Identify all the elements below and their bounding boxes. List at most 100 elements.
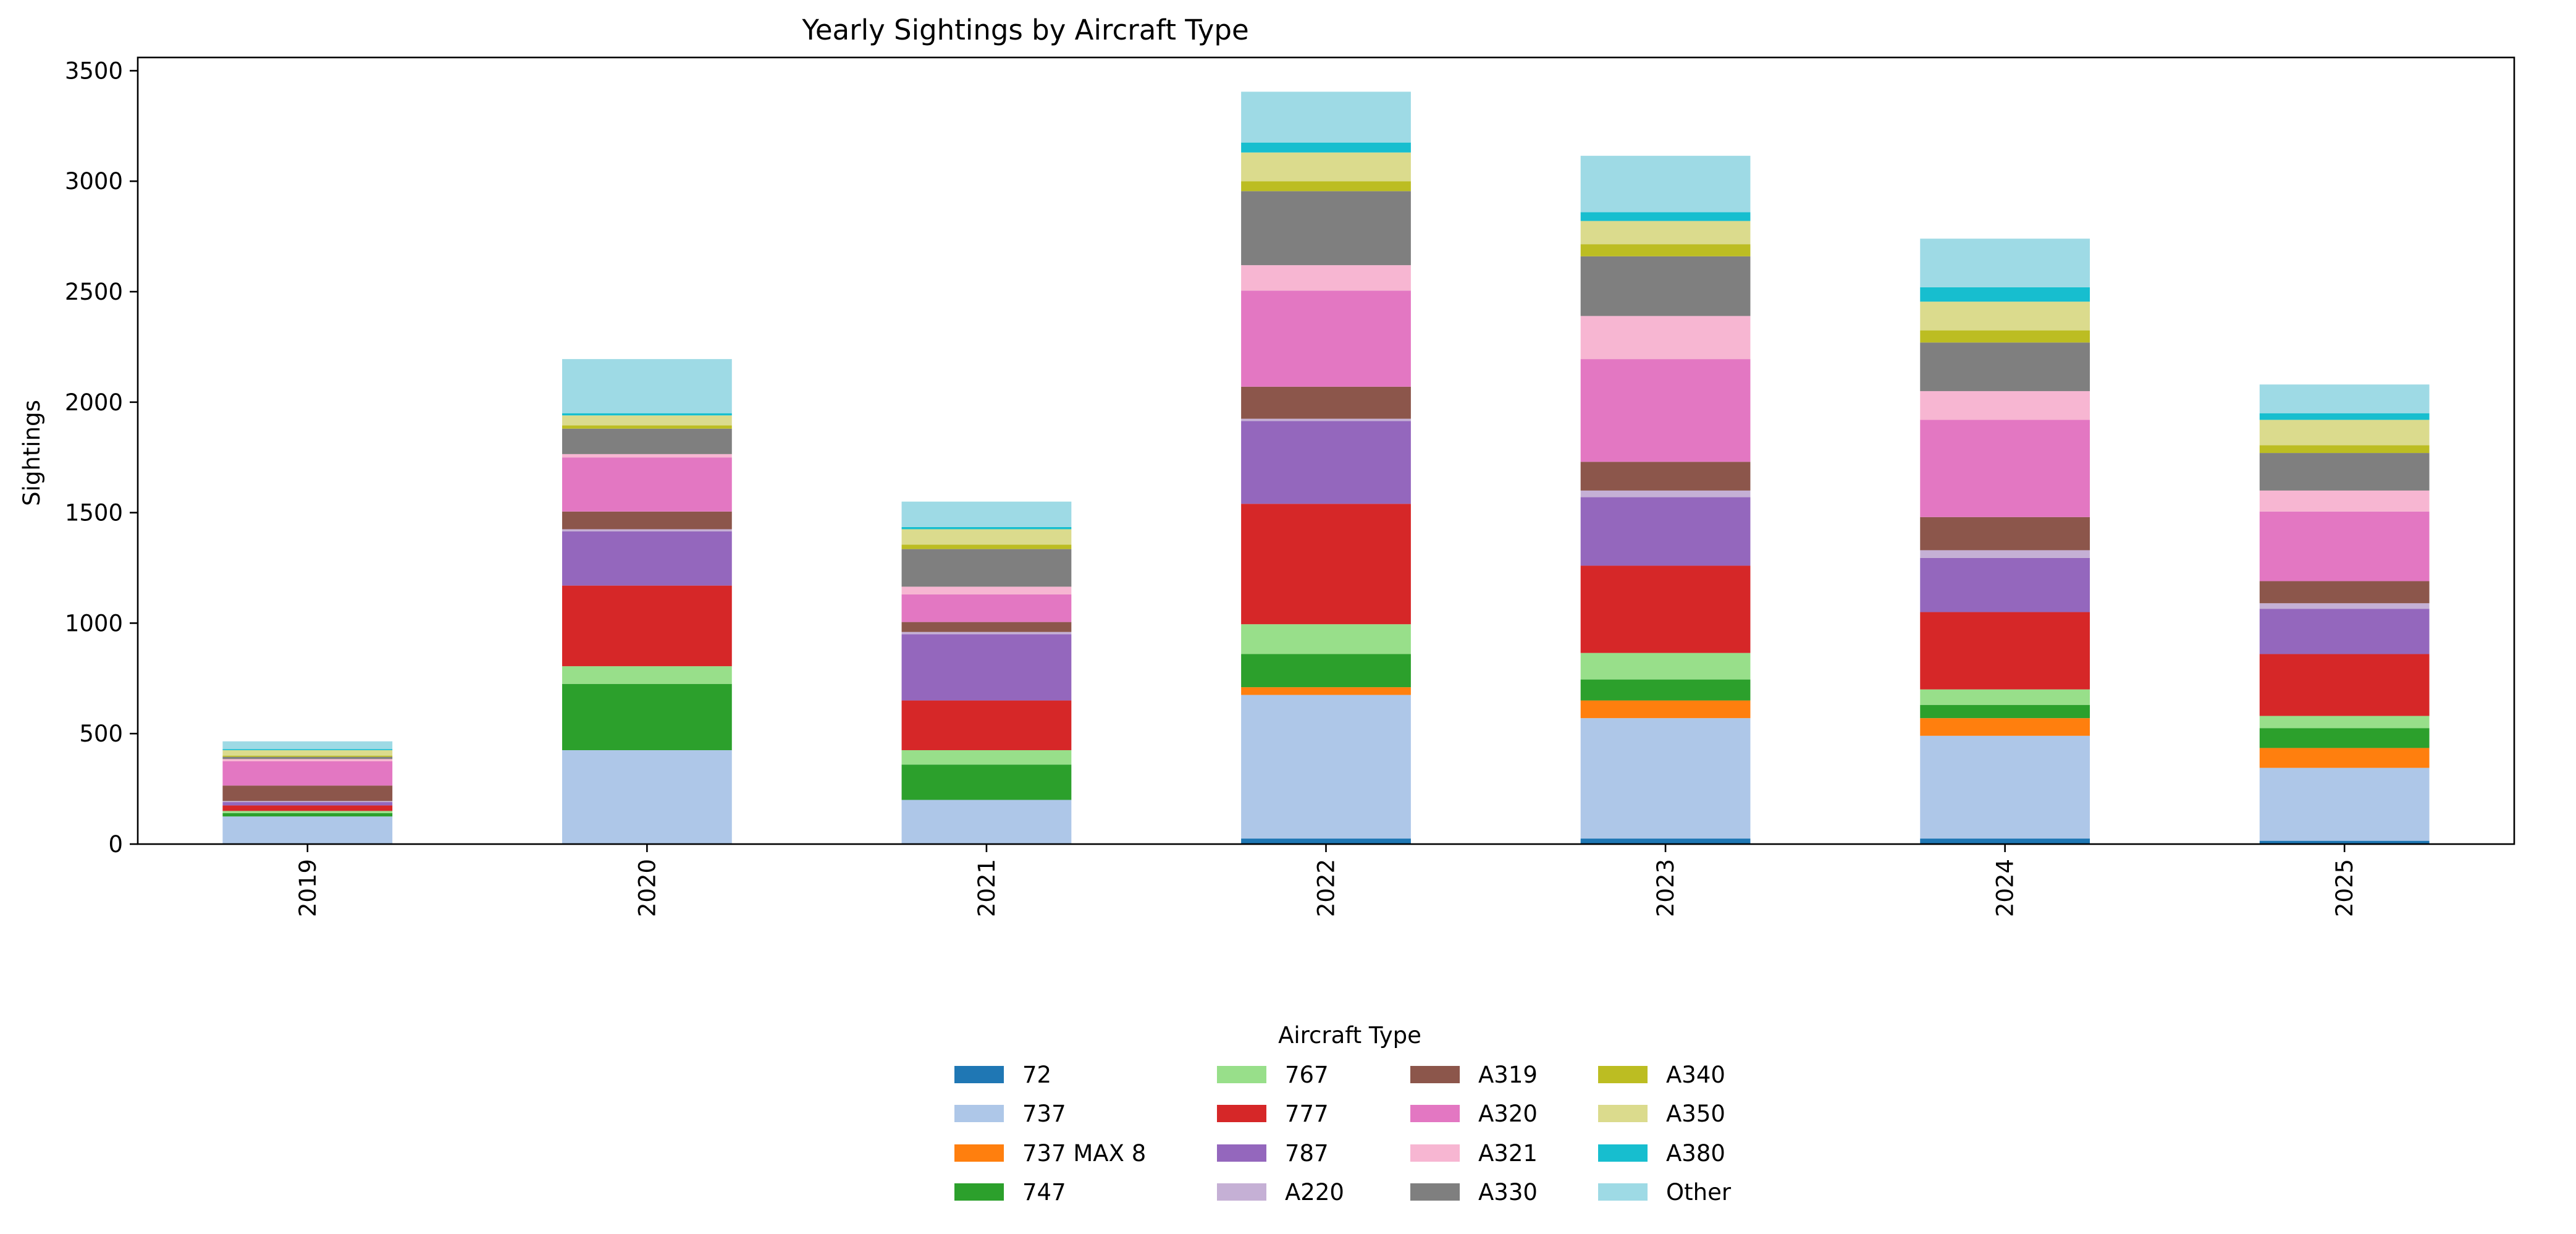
legend-label-a330: A330	[1478, 1179, 1538, 1206]
x-tick-label-2023: 2023	[1652, 859, 1679, 917]
bar-segment-2019-s7	[222, 801, 393, 803]
bar-segment-2025-s8	[2259, 581, 2430, 604]
bar-segment-2022-s3	[1241, 654, 1411, 688]
bar-segment-2024-s3	[1920, 704, 2090, 719]
bar-segment-2023-s3	[1580, 679, 1751, 701]
bar-segment-2025-s0	[2259, 840, 2430, 844]
chart-title: Yearly Sightings by Aircraft Type	[801, 14, 1248, 46]
bar-segment-2023-s2	[1580, 700, 1751, 719]
legend-label-787: 787	[1285, 1140, 1329, 1167]
bar-segment-2019-s11	[222, 756, 393, 759]
bar-segment-2024-s14	[1920, 287, 2090, 302]
bar-segment-2020-s14	[562, 413, 732, 416]
legend-label-737-max-8: 737 MAX 8	[1022, 1140, 1146, 1167]
bar-segment-2024-s10	[1920, 391, 2090, 420]
bar-segment-2024-s8	[1920, 517, 2090, 551]
bar-segment-2024-s6	[1920, 557, 2090, 612]
y-tick-label: 2000	[65, 389, 123, 416]
bar-segment-2022-s8	[1241, 386, 1411, 419]
bar-segment-2021-s9	[901, 594, 1072, 622]
bar-segment-2022-s15	[1241, 91, 1411, 143]
bar-segment-2022-s1	[1241, 695, 1411, 839]
bar-segment-2023-s1	[1580, 718, 1751, 839]
y-tick-label: 3500	[65, 57, 123, 84]
bar-segment-2025-s7	[2259, 603, 2430, 609]
y-tick-label: 0	[108, 831, 123, 858]
bar-segment-2024-s2	[1920, 718, 2090, 736]
bar-segment-2025-s1	[2259, 767, 2430, 841]
legend-label-a220: A220	[1285, 1179, 1344, 1206]
bar-segment-2023-s11	[1580, 256, 1751, 316]
bar-segment-2023-s5	[1580, 565, 1751, 653]
y-axis-title: Sightings	[19, 400, 45, 506]
bar-segment-2020-s8	[562, 511, 732, 530]
bar-segment-2019-s5	[222, 805, 393, 811]
bar-segment-2022-s4	[1241, 624, 1411, 654]
legend-label-other: Other	[1666, 1179, 1732, 1206]
bar-segment-2025-s15	[2259, 384, 2430, 413]
legend-swatch-737-max-8	[954, 1144, 1004, 1162]
bar-segment-2022-s11	[1241, 191, 1411, 266]
bar-segment-2024-s7	[1920, 550, 2090, 558]
bar-segment-2019-s12	[222, 755, 393, 757]
bar-segment-2022-s12	[1241, 181, 1411, 192]
bar-segment-2024-s11	[1920, 342, 2090, 391]
bar-segment-2023-s9	[1580, 359, 1751, 462]
y-tick-label: 500	[79, 721, 123, 747]
legend-label-a350: A350	[1666, 1101, 1725, 1127]
bar-segment-2021-s1	[901, 800, 1072, 844]
x-tick-label-2020: 2020	[634, 859, 660, 917]
legend-swatch-767	[1217, 1066, 1266, 1083]
bar-segment-2025-s6	[2259, 609, 2430, 654]
x-tick-label-2021: 2021	[974, 859, 1000, 917]
bar-segment-2021-s15	[901, 501, 1072, 527]
legend-label-72: 72	[1022, 1062, 1051, 1088]
legend-swatch-other	[1598, 1183, 1648, 1201]
bar-segment-2021-s4	[901, 750, 1072, 765]
bar-segment-2019-s10	[222, 759, 393, 761]
x-tick-label-2022: 2022	[1313, 859, 1340, 917]
legend-swatch-72	[954, 1066, 1004, 1083]
bar-segment-2024-s12	[1920, 330, 2090, 343]
y-tick-label: 1500	[65, 500, 123, 526]
bar-segment-2020-s1	[562, 750, 732, 844]
bar-segment-2020-s15	[562, 359, 732, 413]
bar-segment-2025-s5	[2259, 654, 2430, 716]
bar-segment-2024-s5	[1920, 612, 2090, 690]
bar-segment-2021-s7	[901, 632, 1072, 635]
legend-label-a340: A340	[1666, 1062, 1725, 1088]
legend-label-767: 767	[1285, 1062, 1329, 1088]
legend-swatch-a321	[1410, 1144, 1460, 1162]
bar-segment-2019-s3	[222, 813, 393, 817]
bar-segment-2020-s3	[562, 683, 732, 751]
bar-segment-2019-s13	[222, 750, 393, 756]
bar-segment-2025-s14	[2259, 413, 2430, 420]
legend-swatch-a350	[1598, 1105, 1648, 1122]
bar-segment-2023-s13	[1580, 221, 1751, 245]
bar-segment-2021-s3	[901, 764, 1072, 800]
legend-label-a380: A380	[1666, 1140, 1725, 1167]
bar-segment-2025-s10	[2259, 490, 2430, 512]
bar-segment-2020-s7	[562, 529, 732, 532]
bar-segment-2019-s8	[222, 785, 393, 801]
legend-label-777: 777	[1285, 1101, 1329, 1127]
bar-segment-2024-s13	[1920, 302, 2090, 331]
bar-segment-2024-s9	[1920, 420, 2090, 517]
legend-label-737: 737	[1022, 1101, 1066, 1127]
bar-segment-2025-s13	[2259, 420, 2430, 446]
bar-segment-2023-s8	[1580, 462, 1751, 491]
bar-segment-2023-s0	[1580, 839, 1751, 844]
x-axis-ticks: 2019 2020 2021 2022 2023 2024 2025	[295, 844, 2358, 917]
bar-segment-2021-s8	[901, 622, 1072, 632]
legend-swatch-747	[954, 1183, 1004, 1201]
legend-swatch-a330	[1410, 1183, 1460, 1201]
bar-segment-2019-s9	[222, 761, 393, 786]
bar-segment-2025-s11	[2259, 453, 2430, 491]
bar-segment-2023-s12	[1580, 244, 1751, 256]
bar-segment-2025-s3	[2259, 728, 2430, 748]
bar-segment-2022-s7	[1241, 418, 1411, 421]
bar-segment-2025-s2	[2259, 748, 2430, 768]
bar-segment-2021-s6	[901, 634, 1072, 701]
